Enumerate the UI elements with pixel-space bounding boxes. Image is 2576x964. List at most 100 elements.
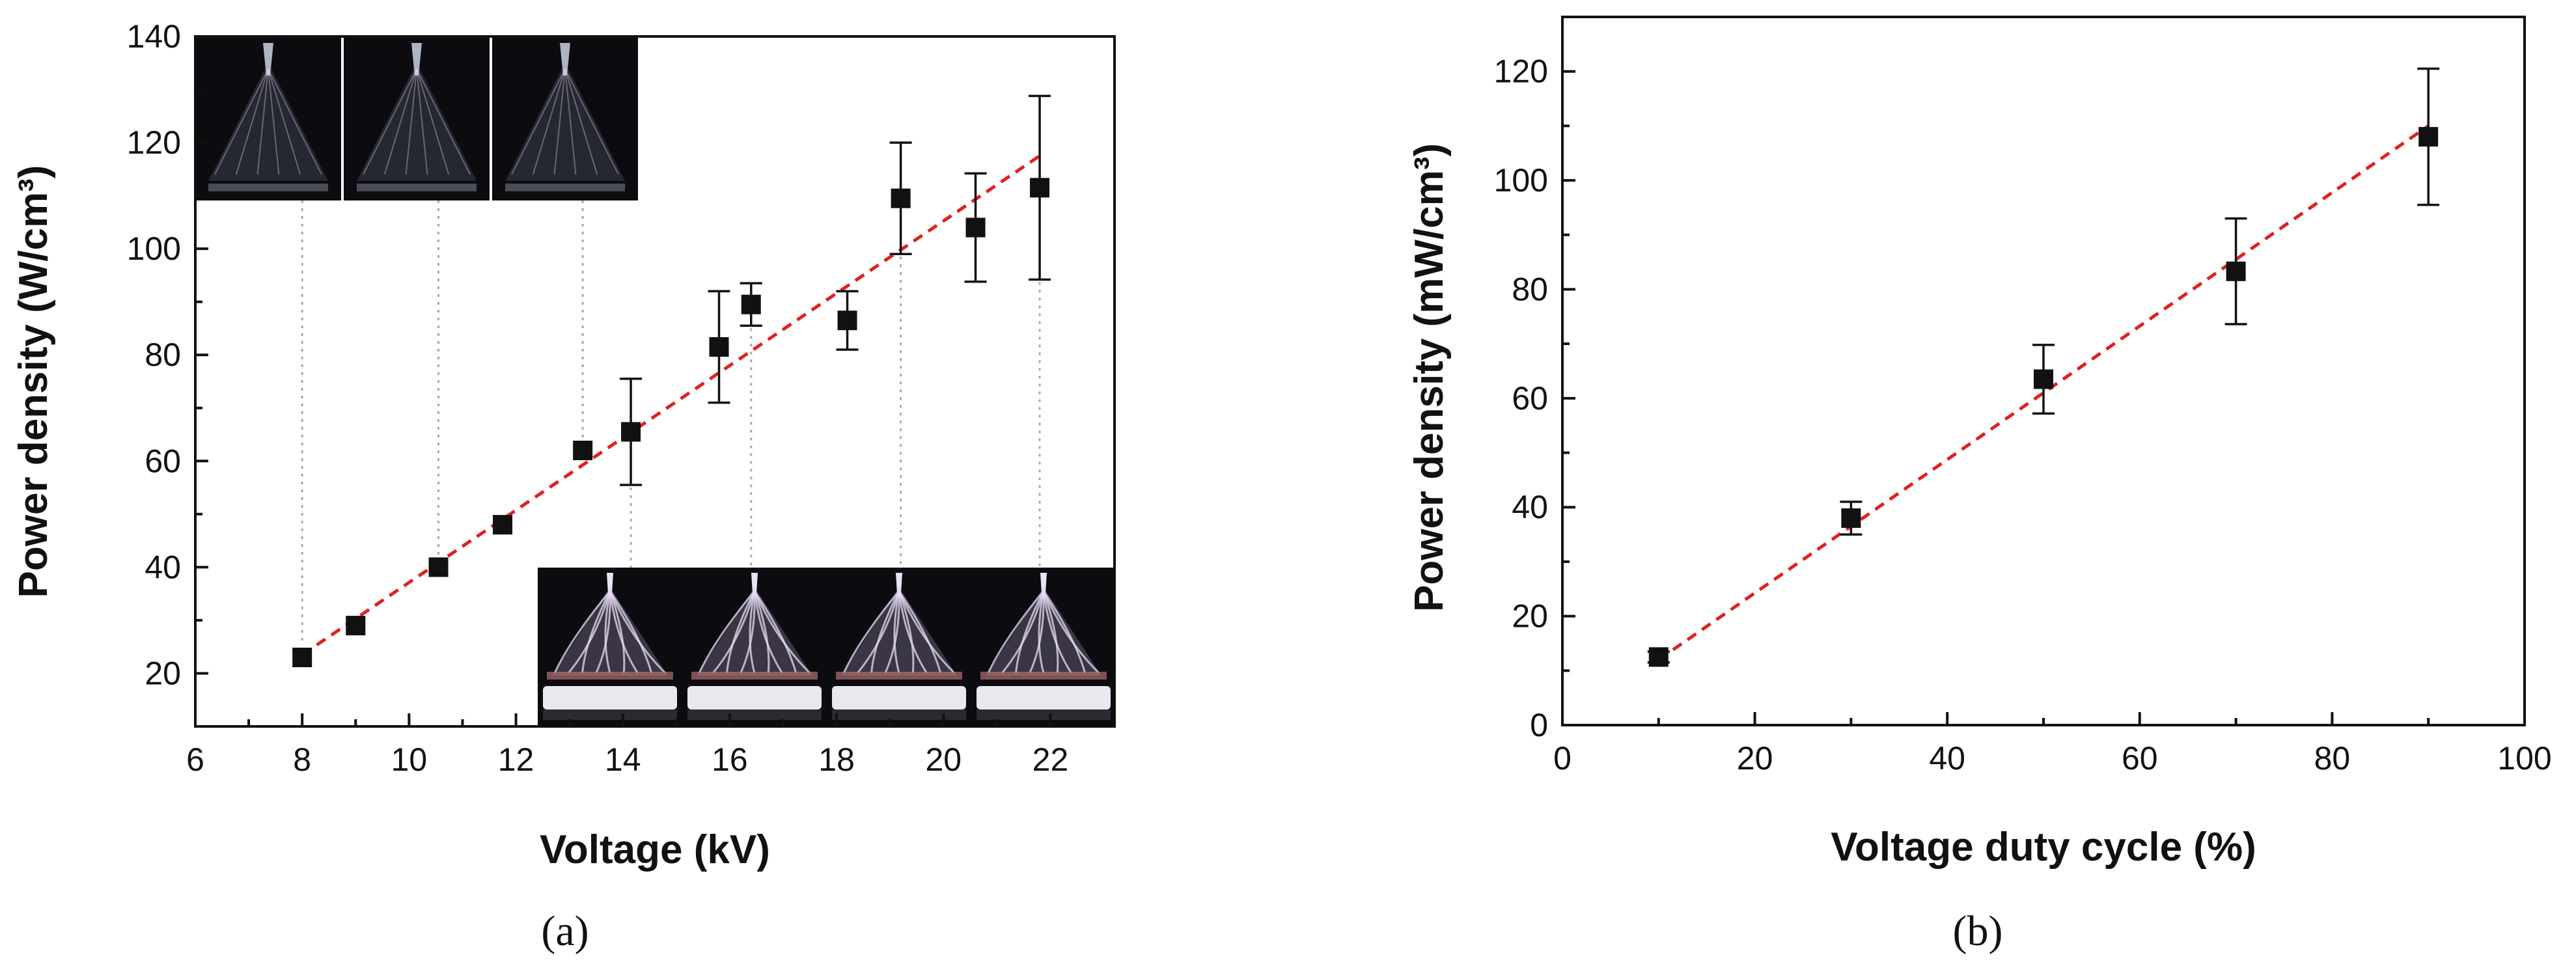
- electrode-ring: [691, 672, 818, 680]
- plasma-filament: [1042, 590, 1072, 674]
- plasma-photo: [344, 36, 490, 200]
- data-point-marker: [621, 422, 641, 442]
- electrode-stand: [687, 709, 822, 720]
- plasma-filament: [416, 68, 450, 175]
- data-point: [2032, 344, 2055, 415]
- data-point-marker: [2034, 369, 2053, 389]
- electrode-tip: [751, 573, 758, 594]
- plasma-filament: [1029, 590, 1045, 674]
- plasma-filament: [749, 590, 756, 674]
- electrode-stand: [832, 709, 966, 720]
- y-tick-label: 120: [1494, 53, 1548, 90]
- plasma-filament: [609, 590, 653, 674]
- plasma-filament: [753, 590, 797, 674]
- y-tick-label: 20: [145, 655, 181, 691]
- x-tick-label: 20: [925, 741, 962, 778]
- plasma-filament: [235, 68, 269, 175]
- y-tick-label: 60: [1512, 380, 1548, 417]
- x-tick-label: 22: [1032, 741, 1069, 778]
- plasma-filament: [416, 68, 428, 175]
- data-point: [1840, 501, 1863, 536]
- y-tick-label: 0: [1530, 707, 1548, 743]
- plasma-filament: [898, 590, 928, 674]
- electrode-ring: [547, 672, 673, 680]
- plasma-filament: [581, 590, 611, 674]
- y-tick-label: 40: [1512, 489, 1548, 525]
- plasma-filament: [604, 590, 611, 674]
- y-tick-label: 100: [127, 230, 181, 267]
- plasma-filament: [1042, 590, 1059, 674]
- plasma-filament: [568, 590, 611, 674]
- plasma-filament: [532, 68, 566, 175]
- plasma-filament: [1001, 590, 1045, 674]
- plasma-filament: [553, 590, 611, 674]
- x-tick-label: 12: [498, 741, 534, 778]
- plasma-filament: [564, 68, 598, 175]
- data-point-marker: [965, 217, 986, 238]
- electrode-base: [357, 184, 477, 191]
- x-tick-label: 18: [818, 741, 855, 778]
- plasma-filament: [987, 590, 1045, 674]
- discharge-glow: [357, 62, 477, 181]
- plasma-filament: [383, 68, 417, 175]
- discharge-glow: [208, 62, 328, 181]
- plasma-filament: [898, 590, 942, 674]
- plasma-filament: [1038, 590, 1045, 674]
- electrode-tip: [411, 43, 422, 76]
- x-tick-label: 40: [1929, 740, 1965, 777]
- y-tick-label: 80: [1512, 271, 1548, 307]
- data-point-marker: [709, 337, 729, 357]
- plasma-filament: [595, 590, 611, 674]
- discharge-glow: [986, 587, 1101, 676]
- x-tick-label: 16: [712, 741, 748, 778]
- electrode-ring: [980, 672, 1107, 680]
- discharge-glow: [697, 587, 812, 676]
- electrode-base: [976, 686, 1111, 709]
- x-tick-label: 10: [391, 741, 428, 778]
- plasma-photo: [682, 568, 827, 726]
- data-point-marker: [741, 294, 761, 314]
- plasma-photo: [195, 36, 341, 200]
- plasma-filament: [609, 590, 667, 674]
- fit-line-a: [301, 154, 1041, 656]
- panel-label-b: (b): [1953, 907, 2003, 955]
- electrode-tip: [607, 573, 613, 594]
- plasma-filament: [753, 590, 811, 674]
- plasma-photo: [538, 568, 682, 726]
- x-axis-title-a: Voltage (kV): [540, 827, 770, 872]
- electrode-stand: [543, 709, 677, 720]
- y-tick-label: 140: [127, 18, 181, 55]
- data-point-marker: [891, 188, 911, 208]
- electrode-tip: [560, 43, 570, 76]
- data-point-marker: [1841, 508, 1861, 528]
- data-point: [1029, 94, 1051, 281]
- data-point: [493, 515, 513, 535]
- data-point: [2224, 217, 2247, 325]
- electrode-tip: [896, 573, 902, 594]
- fit-line: [1657, 124, 2430, 661]
- plot-frame-a: [194, 35, 1116, 728]
- electrode-base: [208, 184, 328, 191]
- data-point: [836, 290, 859, 351]
- plasma-filament: [893, 590, 900, 674]
- data-point-marker: [346, 616, 366, 636]
- plasma-filament: [740, 590, 756, 674]
- axis-ticks-b: 0 20 40 60 80 100 0 20 40 60 80 100 120: [1494, 53, 2552, 777]
- data-point: [573, 441, 593, 460]
- plasma-filament: [268, 68, 301, 175]
- x-axis-title-b: Voltage duty cycle (%): [1831, 825, 2256, 870]
- electrode-base: [687, 686, 822, 709]
- inset-photos: [195, 36, 1116, 726]
- x-tick-label: 0: [1553, 740, 1572, 777]
- plasma-photo: [971, 568, 1116, 726]
- data-point-marker: [573, 441, 593, 460]
- discharge-glow: [505, 62, 625, 181]
- data-points-b: [1647, 67, 2440, 667]
- data-point: [889, 141, 912, 256]
- fit-line: [301, 154, 1041, 656]
- electrode-base: [543, 686, 677, 709]
- plasma-filament: [564, 68, 619, 175]
- y-axis-title-b: Power density (mW/cm³): [1407, 143, 1452, 612]
- y-tick-label: 40: [145, 549, 181, 585]
